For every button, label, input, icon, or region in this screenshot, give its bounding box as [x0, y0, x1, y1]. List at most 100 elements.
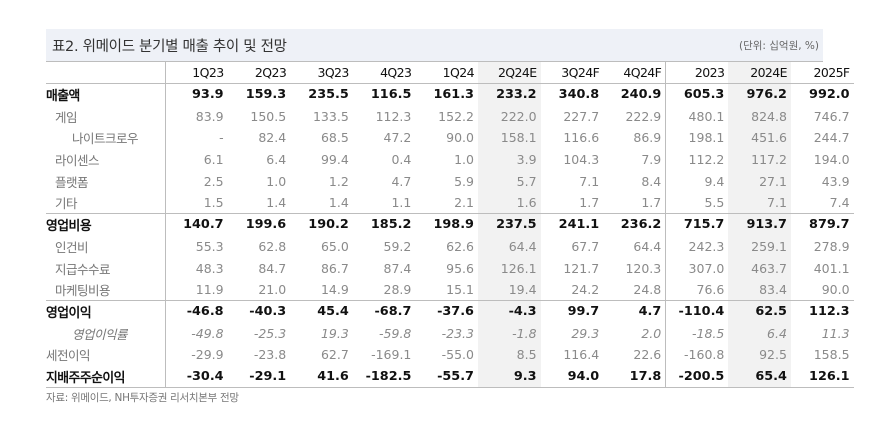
- value-cell: 47.2: [383, 130, 412, 146]
- value-cell: 236.2: [620, 217, 662, 233]
- value-cell: 1.2: [328, 173, 349, 189]
- value-cell: 9.4: [665, 170, 729, 193]
- quarterly-revenue-table: 1Q23 2Q23 3Q23 4Q23 1Q24 2Q24E 3Q24F 4Q2…: [46, 62, 854, 388]
- value-cell: 121.7: [563, 260, 600, 276]
- value-cell: 11.9: [195, 281, 224, 297]
- value-cell: -23.3: [441, 325, 474, 341]
- report-table-container: 표2. 위메이드 분기별 매출 추이 및 전망 (단위: 십억원, %) 1Q2…: [46, 29, 854, 388]
- value-cell: 117.2: [728, 148, 791, 171]
- value-cell: 222.0: [477, 105, 541, 128]
- value-cell: 92.5: [728, 343, 791, 366]
- col-header: 2024E: [728, 62, 791, 84]
- value-cell: 59.2: [383, 238, 412, 254]
- value-cell: 29.3: [571, 325, 600, 341]
- row-label: 플랫폼: [46, 170, 166, 193]
- value-cell: 152.2: [438, 108, 474, 124]
- value-cell: 198.9: [433, 217, 474, 233]
- col-header: 1Q24: [442, 65, 475, 81]
- value-cell: 340.8: [558, 87, 600, 103]
- value-cell: -182.5: [365, 368, 412, 384]
- value-cell: 185.2: [370, 217, 412, 233]
- value-cell: 83.4: [728, 278, 791, 301]
- value-cell: 879.7: [809, 217, 850, 233]
- value-cell: -29.1: [249, 368, 287, 384]
- value-cell: -: [219, 130, 224, 146]
- source-note: 자료: 위메이드, NH투자증권 리서치본부 전망: [46, 392, 239, 404]
- table-row: 영업비용 140.7 199.6 190.2 185.2 198.9 237.5 241.1 2…: [46, 213, 854, 236]
- table-row: 마케팅비용 11.9 21.0 14.9 28.9 15.1 19.4 24.2 24.8 76.…: [46, 278, 854, 301]
- value-cell: 4.7: [391, 173, 412, 189]
- row-label: 마케팅비용: [46, 278, 166, 301]
- row-label: 라이센스: [46, 148, 166, 171]
- value-cell: 259.1: [728, 235, 791, 258]
- value-cell: 82.4: [258, 130, 287, 146]
- value-cell: -200.5: [665, 365, 729, 388]
- value-cell: 244.7: [813, 130, 850, 146]
- value-cell: -160.8: [665, 343, 729, 366]
- value-cell: 0.4: [391, 152, 412, 168]
- row-label: 영업이익: [46, 300, 166, 323]
- value-cell: 68.5: [320, 130, 349, 146]
- value-cell: -25.3: [253, 325, 287, 341]
- value-cell: -30.4: [186, 368, 224, 384]
- value-cell: -68.7: [374, 304, 412, 320]
- value-cell: 116.6: [563, 130, 600, 146]
- table-row: 지배주주순이익 -30.4 -29.1 41.6 -182.5 -55.7 9.3 94.0 1…: [46, 365, 854, 388]
- table-body: 매출액 93.9 159.3 235.5 116.5 161.3 233.2 340.8 240…: [46, 83, 854, 388]
- value-cell: 715.7: [665, 213, 729, 236]
- value-cell: -110.4: [665, 300, 729, 323]
- table-title-bar: 표2. 위메이드 분기별 매출 추이 및 전망 (단위: 십억원, %): [46, 29, 823, 62]
- value-cell: 41.6: [317, 368, 349, 384]
- value-cell: 190.2: [308, 217, 349, 233]
- value-cell: 48.3: [195, 260, 224, 276]
- value-cell: 22.6: [633, 347, 662, 363]
- value-cell: -1.8: [477, 322, 541, 344]
- value-cell: 65.4: [728, 365, 791, 388]
- value-cell: 99.7: [567, 304, 600, 320]
- value-cell: 161.3: [433, 87, 474, 103]
- value-cell: 84.7: [258, 260, 287, 276]
- value-cell: 19.3: [320, 325, 349, 341]
- value-cell: 116.4: [563, 347, 600, 363]
- value-cell: 2.0: [641, 325, 662, 341]
- value-cell: 64.4: [477, 235, 541, 258]
- col-header: 2023: [665, 62, 729, 84]
- value-cell: 120.3: [625, 260, 662, 276]
- table-row: 플랫폼 2.5 1.0 1.2 4.7 5.9 5.7 7.1 8.4 9.4 27.1 43.9: [46, 170, 854, 193]
- value-cell: 95.6: [446, 260, 474, 276]
- table-row: 세전이익 -29.9 -23.8 62.7 -169.1 -55.0 8.5 116.4 22.…: [46, 343, 854, 366]
- table-row: 기타 1.5 1.4 1.4 1.1 2.1 1.6 1.7 1.7 5.5 7.1 7.4: [46, 192, 854, 214]
- value-cell: 5.9: [454, 173, 474, 189]
- value-cell: 278.9: [813, 238, 850, 254]
- value-cell: 6.4: [728, 322, 791, 344]
- value-cell: 2.5: [203, 173, 224, 189]
- value-cell: 7.1: [728, 192, 791, 214]
- value-cell: 480.1: [665, 105, 729, 128]
- value-cell: 87.4: [383, 260, 412, 276]
- value-cell: 28.9: [383, 281, 412, 297]
- value-cell: 15.1: [446, 281, 474, 297]
- value-cell: 133.5: [312, 108, 349, 124]
- table-row: 매출액 93.9 159.3 235.5 116.5 161.3 233.2 340.8 240…: [46, 83, 854, 106]
- value-cell: 86.7: [320, 260, 349, 276]
- value-cell: 99.4: [320, 152, 349, 168]
- value-cell: 1.0: [266, 173, 287, 189]
- value-cell: 62.5: [728, 300, 791, 323]
- value-cell: 158.5: [813, 347, 850, 363]
- table-title: 표2. 위메이드 분기별 매출 추이 및 전망: [52, 38, 287, 55]
- value-cell: 45.4: [317, 304, 349, 320]
- value-cell: 1.7: [579, 195, 600, 211]
- value-cell: 3.9: [477, 148, 541, 171]
- value-cell: -55.0: [441, 347, 474, 363]
- value-cell: -49.8: [191, 325, 224, 341]
- row-label: 기타: [46, 192, 166, 214]
- value-cell: 17.8: [629, 368, 662, 384]
- col-header: 2Q23: [254, 65, 287, 81]
- col-header: 2025F: [813, 65, 851, 81]
- value-cell: 116.5: [370, 87, 412, 103]
- value-cell: 5.7: [477, 170, 541, 193]
- value-cell: 241.1: [558, 217, 600, 233]
- value-cell: 746.7: [813, 108, 850, 124]
- value-cell: 222.9: [625, 108, 662, 124]
- value-cell: 126.1: [477, 257, 541, 279]
